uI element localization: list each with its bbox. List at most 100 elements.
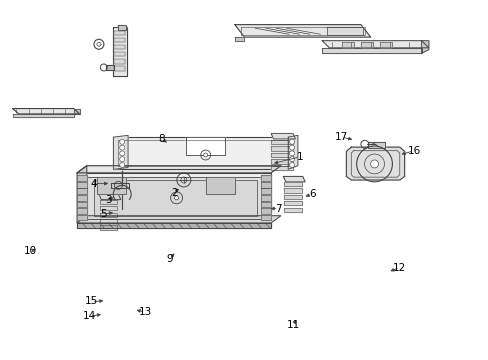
- Polygon shape: [261, 195, 271, 201]
- Polygon shape: [205, 177, 234, 194]
- Polygon shape: [77, 175, 87, 181]
- Polygon shape: [322, 41, 428, 48]
- Polygon shape: [380, 42, 392, 47]
- Polygon shape: [284, 195, 301, 199]
- Text: 6: 6: [308, 189, 315, 199]
- Polygon shape: [113, 135, 128, 169]
- Text: 4: 4: [91, 179, 97, 189]
- Circle shape: [289, 162, 294, 167]
- Polygon shape: [261, 188, 271, 194]
- Circle shape: [120, 145, 124, 150]
- Polygon shape: [271, 166, 292, 170]
- Text: 13: 13: [138, 307, 151, 317]
- Polygon shape: [77, 202, 87, 207]
- Circle shape: [289, 139, 294, 144]
- Polygon shape: [100, 225, 117, 230]
- Polygon shape: [77, 223, 271, 228]
- Text: 16: 16: [407, 146, 420, 156]
- Circle shape: [120, 139, 124, 144]
- Polygon shape: [100, 200, 117, 204]
- Polygon shape: [106, 65, 114, 70]
- Polygon shape: [261, 215, 271, 220]
- Polygon shape: [77, 208, 87, 214]
- Polygon shape: [114, 38, 125, 42]
- Polygon shape: [367, 143, 385, 148]
- Polygon shape: [13, 109, 80, 114]
- Polygon shape: [234, 24, 370, 37]
- Polygon shape: [341, 42, 353, 47]
- Polygon shape: [74, 109, 80, 114]
- Polygon shape: [99, 194, 121, 200]
- Circle shape: [289, 151, 294, 156]
- Polygon shape: [421, 41, 428, 53]
- Polygon shape: [261, 175, 271, 181]
- Circle shape: [289, 145, 294, 150]
- Text: 8: 8: [159, 134, 165, 144]
- Polygon shape: [284, 182, 301, 186]
- Polygon shape: [113, 137, 292, 169]
- Polygon shape: [271, 147, 292, 151]
- Polygon shape: [13, 114, 74, 117]
- Polygon shape: [287, 135, 297, 169]
- Text: 11: 11: [286, 320, 299, 330]
- Polygon shape: [94, 180, 256, 216]
- Text: 9: 9: [165, 253, 172, 264]
- Circle shape: [97, 42, 101, 46]
- Polygon shape: [100, 212, 117, 217]
- Polygon shape: [77, 182, 87, 188]
- Polygon shape: [322, 48, 421, 53]
- Polygon shape: [100, 206, 117, 210]
- Polygon shape: [114, 52, 125, 57]
- Text: 10: 10: [23, 247, 37, 256]
- Polygon shape: [118, 24, 125, 30]
- Polygon shape: [77, 215, 87, 220]
- Polygon shape: [261, 208, 271, 214]
- Text: 2: 2: [170, 188, 177, 198]
- Polygon shape: [77, 216, 280, 223]
- Polygon shape: [283, 176, 305, 182]
- Polygon shape: [261, 202, 271, 207]
- Text: 17: 17: [334, 132, 347, 142]
- Text: 12: 12: [392, 262, 406, 273]
- Circle shape: [370, 160, 378, 168]
- Circle shape: [120, 162, 124, 167]
- Polygon shape: [77, 166, 87, 223]
- Polygon shape: [77, 173, 271, 223]
- Text: 5: 5: [100, 209, 107, 219]
- Text: 3: 3: [105, 195, 112, 204]
- Polygon shape: [360, 42, 372, 47]
- Polygon shape: [96, 177, 125, 194]
- Polygon shape: [261, 182, 271, 188]
- Polygon shape: [112, 27, 127, 76]
- Polygon shape: [114, 59, 125, 64]
- Polygon shape: [114, 45, 125, 49]
- Polygon shape: [77, 166, 280, 173]
- Polygon shape: [346, 147, 404, 180]
- Polygon shape: [77, 188, 87, 194]
- Circle shape: [174, 196, 178, 200]
- Circle shape: [289, 157, 294, 162]
- Polygon shape: [111, 183, 129, 188]
- Polygon shape: [114, 31, 125, 35]
- Polygon shape: [271, 140, 292, 144]
- Text: 7: 7: [275, 203, 281, 213]
- Circle shape: [120, 151, 124, 156]
- Polygon shape: [234, 37, 244, 41]
- Polygon shape: [326, 27, 363, 35]
- Polygon shape: [100, 219, 117, 223]
- Polygon shape: [284, 201, 301, 205]
- Polygon shape: [271, 159, 292, 163]
- Circle shape: [203, 153, 207, 157]
- Text: 15: 15: [85, 296, 98, 306]
- Polygon shape: [284, 207, 301, 212]
- Polygon shape: [77, 195, 87, 201]
- Polygon shape: [271, 134, 295, 139]
- Text: 1: 1: [296, 152, 303, 162]
- Polygon shape: [186, 137, 224, 155]
- Polygon shape: [87, 177, 261, 219]
- Circle shape: [120, 157, 124, 162]
- Text: 14: 14: [82, 311, 96, 321]
- Polygon shape: [114, 66, 125, 71]
- Polygon shape: [284, 188, 301, 193]
- Polygon shape: [271, 153, 292, 157]
